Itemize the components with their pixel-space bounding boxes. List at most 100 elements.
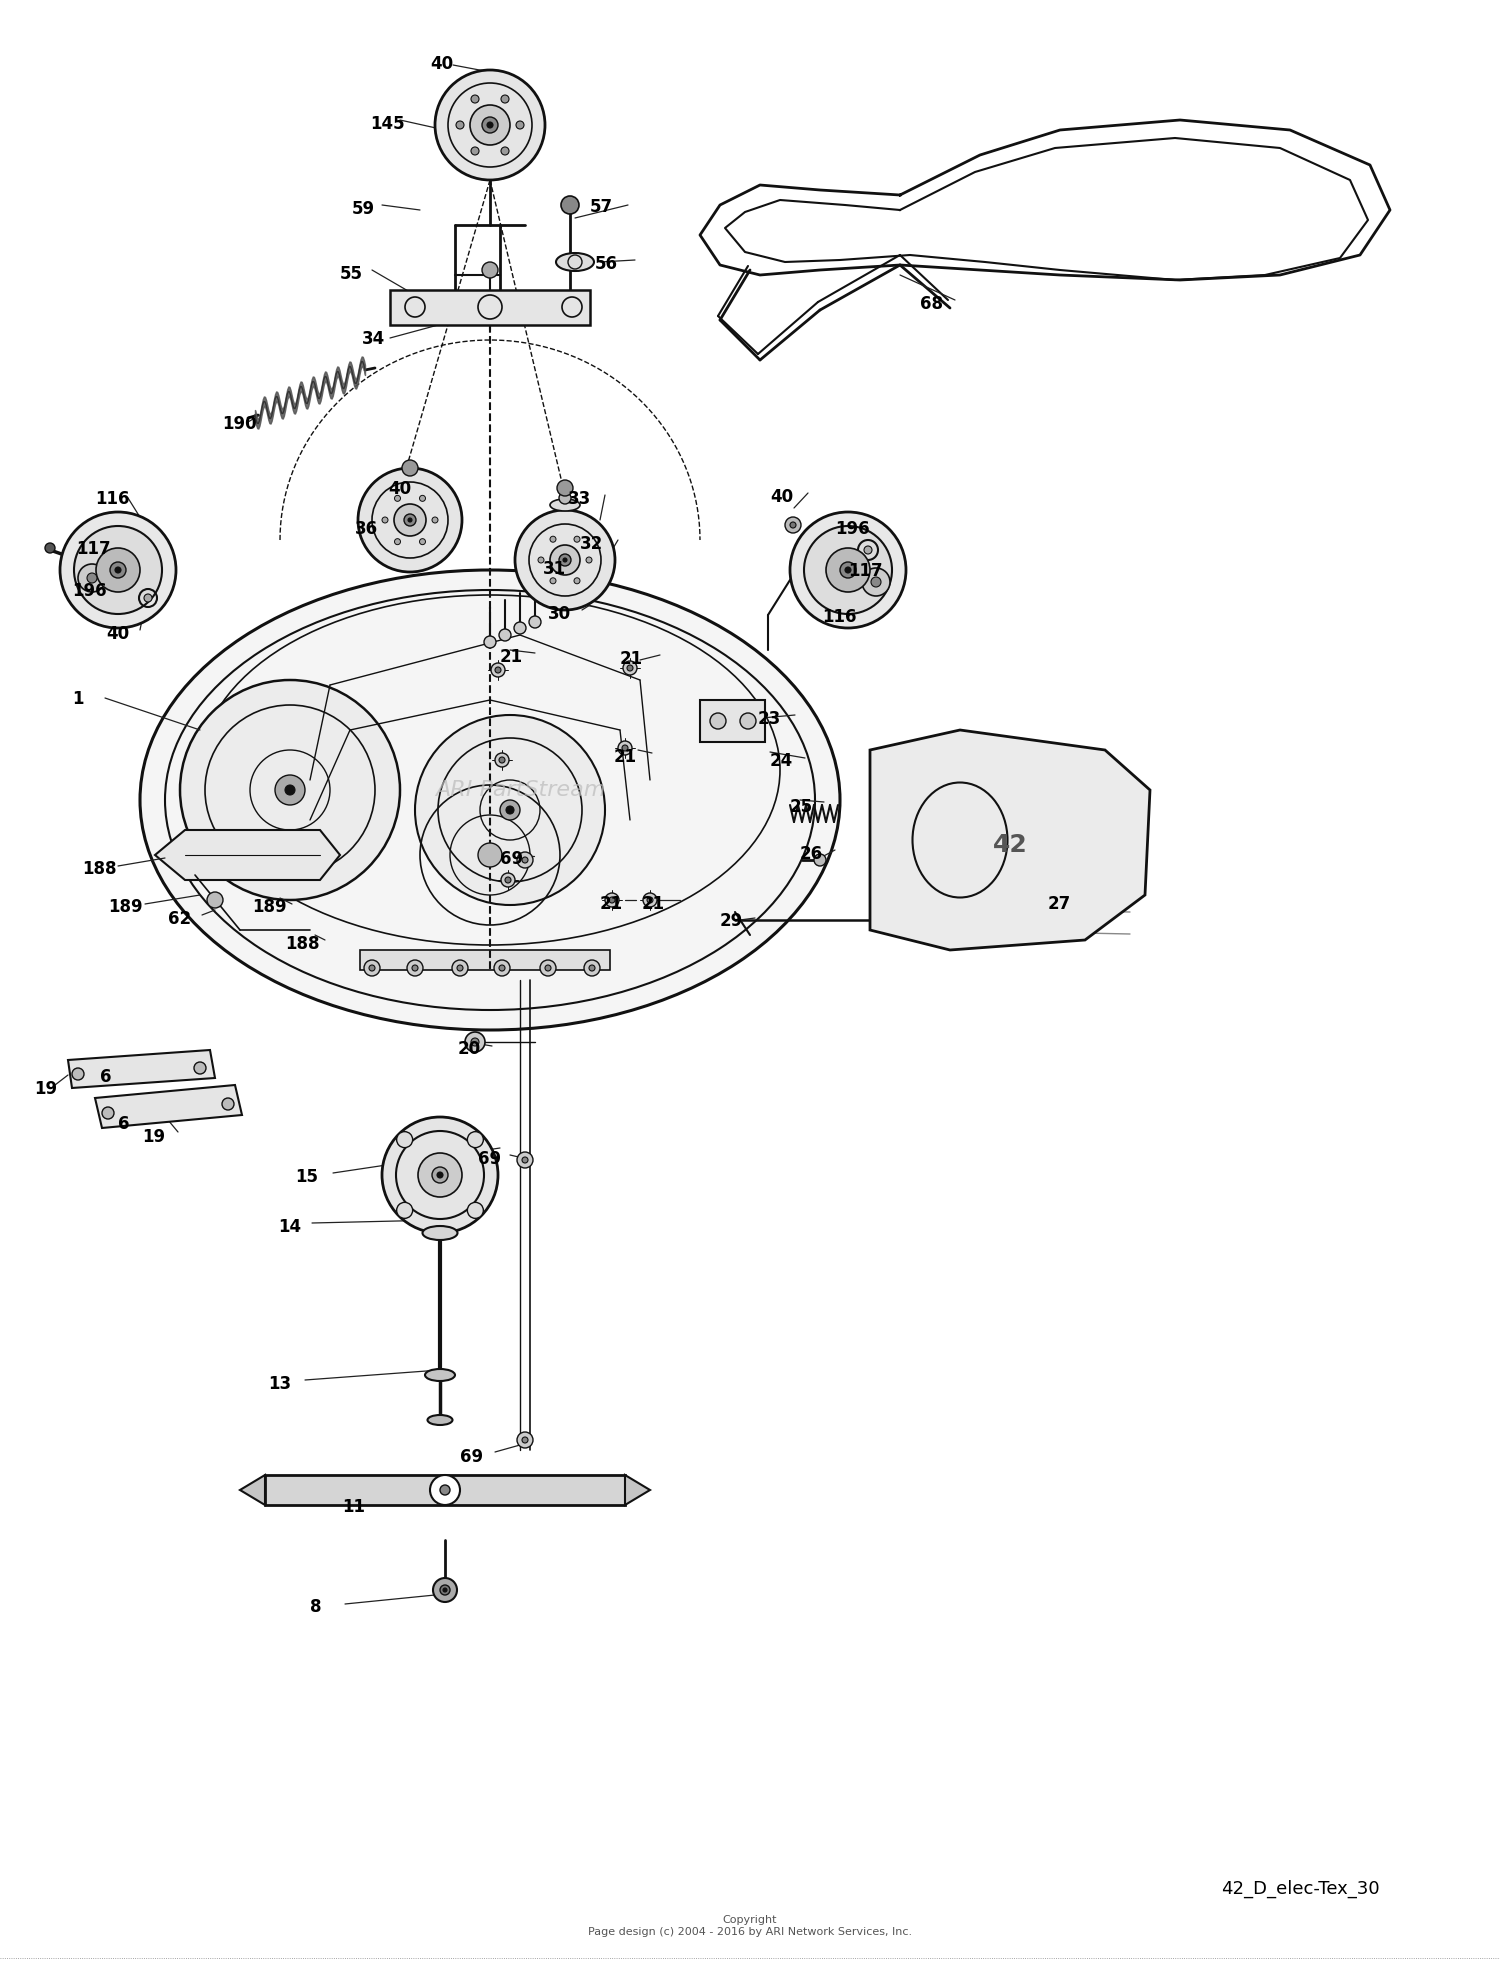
Circle shape xyxy=(60,512,176,628)
Circle shape xyxy=(501,148,509,156)
Text: 14: 14 xyxy=(278,1217,302,1235)
Text: 24: 24 xyxy=(770,753,794,770)
Text: 33: 33 xyxy=(568,491,591,508)
Text: 40: 40 xyxy=(770,489,794,506)
Circle shape xyxy=(396,1202,412,1217)
Circle shape xyxy=(815,855,827,867)
Text: 29: 29 xyxy=(720,912,744,930)
Circle shape xyxy=(442,1588,447,1592)
Circle shape xyxy=(394,504,426,536)
Circle shape xyxy=(790,522,796,528)
Circle shape xyxy=(506,806,515,814)
Text: 27: 27 xyxy=(1048,894,1071,912)
Circle shape xyxy=(500,628,512,640)
Circle shape xyxy=(484,636,496,648)
Circle shape xyxy=(518,1152,532,1168)
Circle shape xyxy=(530,617,542,628)
Circle shape xyxy=(364,959,380,975)
Circle shape xyxy=(144,595,152,603)
Circle shape xyxy=(471,1038,478,1046)
Text: Copyright
Page design (c) 2004 - 2016 by ARI Network Services, Inc.: Copyright Page design (c) 2004 - 2016 by… xyxy=(588,1915,912,1937)
Circle shape xyxy=(482,116,498,134)
Circle shape xyxy=(514,623,526,634)
Text: 57: 57 xyxy=(590,199,613,217)
Circle shape xyxy=(440,1586,450,1596)
Bar xyxy=(700,699,765,743)
Circle shape xyxy=(644,892,657,906)
Circle shape xyxy=(408,518,413,522)
Circle shape xyxy=(402,461,418,477)
Circle shape xyxy=(522,1156,528,1162)
Text: 40: 40 xyxy=(106,624,129,642)
Circle shape xyxy=(435,71,544,179)
Text: 40: 40 xyxy=(430,55,453,73)
Circle shape xyxy=(404,514,416,526)
Circle shape xyxy=(560,554,572,565)
Circle shape xyxy=(274,774,304,806)
Circle shape xyxy=(646,896,652,902)
Circle shape xyxy=(110,561,126,577)
Circle shape xyxy=(432,1166,448,1184)
Circle shape xyxy=(432,516,438,522)
Circle shape xyxy=(516,120,524,128)
Circle shape xyxy=(394,538,400,544)
Ellipse shape xyxy=(427,1414,453,1424)
Circle shape xyxy=(471,148,478,156)
Text: 20: 20 xyxy=(458,1040,482,1058)
Circle shape xyxy=(440,1485,450,1495)
Polygon shape xyxy=(870,731,1150,950)
Text: 56: 56 xyxy=(596,254,618,274)
Circle shape xyxy=(180,680,400,900)
Circle shape xyxy=(790,512,906,628)
Circle shape xyxy=(622,745,628,751)
Circle shape xyxy=(618,741,632,755)
Circle shape xyxy=(74,526,162,615)
Text: 42_D_elec-Tex_30: 42_D_elec-Tex_30 xyxy=(1221,1879,1380,1899)
Circle shape xyxy=(482,262,498,278)
Circle shape xyxy=(574,577,580,583)
Circle shape xyxy=(416,715,604,904)
Ellipse shape xyxy=(140,569,840,1030)
Circle shape xyxy=(490,664,506,678)
Circle shape xyxy=(518,1432,532,1448)
Text: 23: 23 xyxy=(758,709,782,729)
Circle shape xyxy=(590,965,596,971)
Circle shape xyxy=(604,892,619,906)
Circle shape xyxy=(561,195,579,215)
Circle shape xyxy=(420,538,426,544)
Text: 69: 69 xyxy=(500,849,523,869)
Circle shape xyxy=(522,857,528,863)
Circle shape xyxy=(358,469,462,571)
Circle shape xyxy=(433,1578,457,1602)
Text: 8: 8 xyxy=(310,1598,321,1615)
Circle shape xyxy=(468,1202,483,1217)
Circle shape xyxy=(369,965,375,971)
Circle shape xyxy=(871,577,880,587)
Text: 30: 30 xyxy=(548,605,572,623)
Circle shape xyxy=(470,104,510,146)
Circle shape xyxy=(840,561,856,577)
Circle shape xyxy=(478,843,502,867)
Text: 19: 19 xyxy=(142,1129,165,1147)
Circle shape xyxy=(550,546,580,575)
Polygon shape xyxy=(94,1085,242,1129)
Circle shape xyxy=(452,959,468,975)
Ellipse shape xyxy=(423,1225,458,1239)
Circle shape xyxy=(436,1172,442,1178)
Circle shape xyxy=(501,95,509,102)
Circle shape xyxy=(584,959,600,975)
Circle shape xyxy=(194,1062,206,1074)
Circle shape xyxy=(45,544,56,554)
Circle shape xyxy=(827,548,870,593)
Circle shape xyxy=(420,494,426,500)
Circle shape xyxy=(96,548,140,593)
Text: 188: 188 xyxy=(82,861,117,879)
Circle shape xyxy=(430,1476,460,1505)
Circle shape xyxy=(586,558,592,563)
Circle shape xyxy=(495,668,501,674)
Text: 25: 25 xyxy=(790,798,813,816)
Text: 15: 15 xyxy=(296,1168,318,1186)
Text: 21: 21 xyxy=(500,648,523,666)
Text: 116: 116 xyxy=(94,491,129,508)
Circle shape xyxy=(72,1068,84,1080)
